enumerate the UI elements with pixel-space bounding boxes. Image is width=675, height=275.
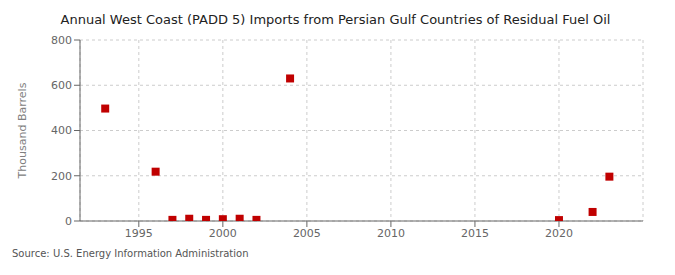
svg-text:0: 0: [65, 215, 72, 228]
svg-text:2005: 2005: [293, 227, 321, 240]
svg-text:2015: 2015: [461, 227, 489, 240]
svg-text:2020: 2020: [545, 227, 573, 240]
svg-text:800: 800: [51, 34, 72, 47]
svg-text:1995: 1995: [125, 227, 153, 240]
html-text:Annual West Coast (PADD 5) Imp: Annual West Coast (PADD 5) Imports from …: [60, 12, 611, 27]
svg-text:400: 400: [51, 124, 72, 137]
svg-text:Thousand Barrels: Thousand Barrels: [16, 82, 29, 179]
svg-text:200: 200: [51, 170, 72, 183]
html-text:Source: U.S. Energy Informatio: Source: U.S. Energy Information Administ…: [12, 248, 249, 259]
svg-text:600: 600: [51, 79, 72, 92]
svg-text:2000: 2000: [209, 227, 237, 240]
svg-text:2010: 2010: [377, 227, 405, 240]
